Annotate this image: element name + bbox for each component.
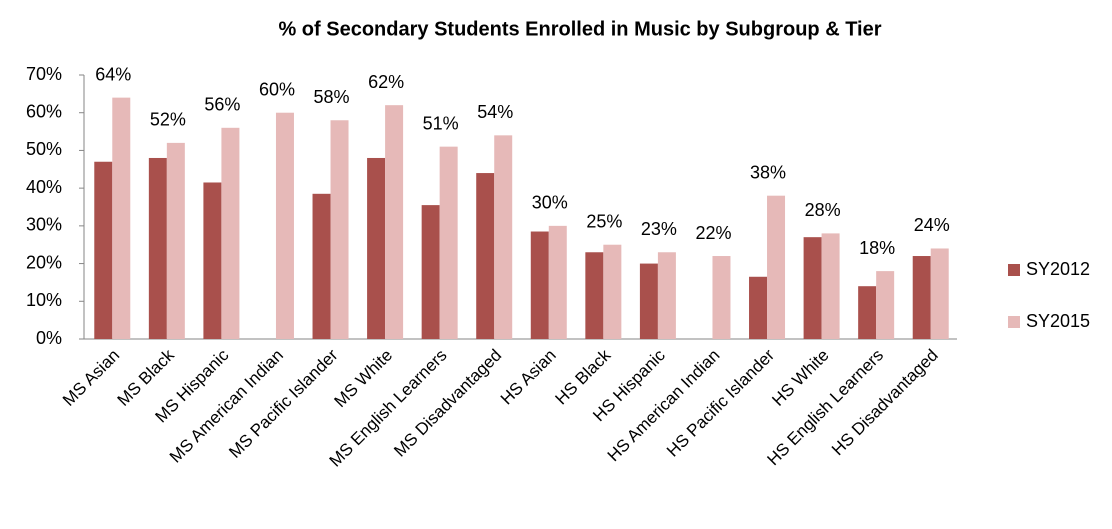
- data-label: 60%: [259, 79, 295, 99]
- data-label: 23%: [641, 219, 677, 239]
- bar: [858, 286, 877, 339]
- legend-label: SY2012: [1026, 259, 1090, 279]
- bar: [767, 195, 786, 339]
- data-label: 24%: [914, 215, 950, 235]
- y-tick-label: 60%: [26, 101, 62, 121]
- data-label: 25%: [586, 211, 622, 231]
- bar: [166, 142, 185, 339]
- bar: [803, 237, 822, 339]
- bar: [439, 146, 458, 339]
- legend-label: SY2015: [1026, 311, 1090, 331]
- y-tick-label: 0%: [36, 328, 62, 348]
- bar: [603, 244, 622, 339]
- bar: [494, 135, 513, 339]
- bar: [912, 256, 931, 339]
- x-tick-label: HS Disadvantaged: [828, 346, 942, 460]
- bar: [275, 112, 294, 339]
- y-tick-label: 70%: [26, 64, 62, 84]
- bar: [530, 231, 549, 339]
- bar: [476, 173, 495, 339]
- data-label: 22%: [695, 223, 731, 243]
- x-tick-label: MS Pacific Islander: [225, 345, 342, 462]
- data-label: 54%: [477, 102, 513, 122]
- x-tick-label: HS Pacific Islander: [663, 345, 778, 460]
- bar: [385, 105, 404, 340]
- y-tick-label: 50%: [26, 139, 62, 159]
- data-label: 62%: [368, 72, 404, 92]
- x-tick-label: MS Disadvantaged: [390, 346, 505, 461]
- chart-title: % of Secondary Students Enrolled in Musi…: [278, 18, 881, 40]
- bar: [821, 233, 840, 339]
- y-tick-label: 40%: [26, 177, 62, 197]
- bar: [330, 120, 349, 339]
- bar: [548, 225, 567, 339]
- data-label: 56%: [204, 95, 240, 115]
- data-label: 38%: [750, 162, 786, 182]
- bar: [112, 97, 131, 339]
- data-label: 30%: [532, 193, 568, 213]
- bar: [930, 248, 949, 339]
- x-tick-label: MS Asian: [59, 346, 123, 410]
- legend-swatch: [1008, 316, 1020, 328]
- bar: [421, 205, 440, 339]
- bar: [203, 182, 222, 339]
- bar: [712, 256, 731, 339]
- bar: [148, 157, 167, 339]
- y-tick-label: 30%: [26, 215, 62, 235]
- bar: [749, 276, 768, 339]
- bar: [876, 271, 895, 339]
- data-label: 51%: [423, 113, 459, 133]
- data-label: 28%: [805, 200, 841, 220]
- y-tick-label: 10%: [26, 290, 62, 310]
- bar: [94, 161, 113, 339]
- data-label: 64%: [95, 64, 131, 84]
- bar: [367, 157, 386, 339]
- data-label: 52%: [150, 110, 186, 130]
- x-tick-label: HS Asian: [497, 346, 560, 409]
- y-tick-label: 20%: [26, 252, 62, 272]
- bar: [221, 127, 240, 339]
- bar: [585, 252, 604, 339]
- data-label: 58%: [314, 87, 350, 107]
- legend-swatch: [1008, 264, 1020, 276]
- bar: [312, 193, 331, 339]
- data-label: 18%: [859, 238, 895, 258]
- bar: [657, 252, 676, 339]
- bar: [639, 263, 658, 339]
